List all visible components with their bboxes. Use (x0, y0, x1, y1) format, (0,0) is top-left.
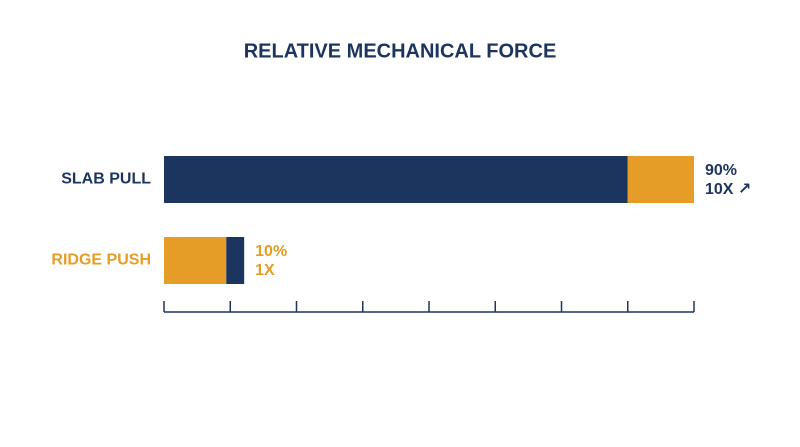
bar-segment (226, 237, 245, 284)
value-annotation: 10% (255, 243, 287, 260)
value-annotation: 1X (255, 262, 275, 279)
category-label: SLAB PULL (61, 171, 151, 188)
value-annotation: 90% (705, 162, 737, 179)
value-annotation: 10X ↗ (705, 181, 751, 198)
bar-segment (627, 156, 694, 203)
chart-title: RELATIVE MECHANICAL FORCE (244, 40, 557, 62)
bar-segment (164, 237, 227, 284)
category-label: RIDGE PUSH (51, 252, 151, 269)
bar-segment (164, 156, 628, 203)
